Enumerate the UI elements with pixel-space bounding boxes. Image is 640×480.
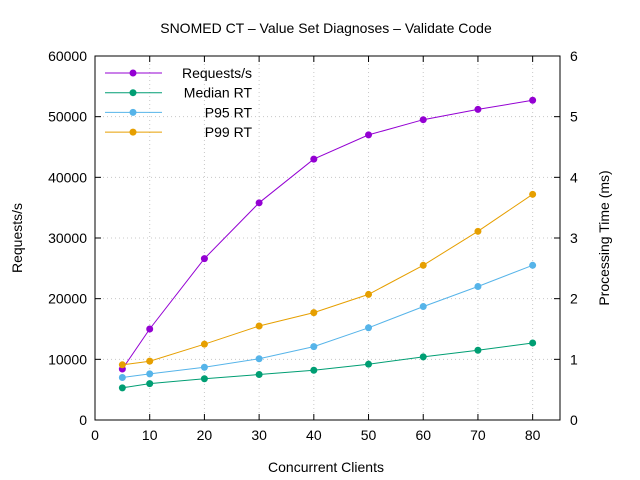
series-point-3 <box>310 309 318 317</box>
legend-label: Requests/s <box>182 65 252 81</box>
series-point-2 <box>529 261 537 269</box>
series-point-0 <box>365 131 373 139</box>
series-point-0 <box>474 105 482 113</box>
series-point-1 <box>474 346 482 354</box>
y2-tick-label: 0 <box>570 412 578 428</box>
axes: 0 10 20 30 40 50 60 70 8001000020000300004000050… <box>48 48 578 443</box>
series-point-3 <box>200 340 208 348</box>
series-line-0 <box>121 99 533 370</box>
legend-marker <box>129 128 137 136</box>
y2-tick-label: 4 <box>570 169 578 185</box>
series-line-1 <box>122 342 533 389</box>
series-point-3 <box>474 227 482 235</box>
y2-tick-label: 3 <box>570 230 578 246</box>
legend-label: P95 RT <box>205 104 253 120</box>
series-point-1 <box>365 360 373 368</box>
series-point-3 <box>529 190 537 198</box>
y-tick-label: 30000 <box>48 230 87 246</box>
legend: Requests/s Median RT P95 RT P99 RT <box>105 65 252 140</box>
y-tick-label: 60000 <box>48 48 87 64</box>
grid <box>95 56 560 420</box>
series-point-2 <box>200 363 208 371</box>
series-point-0 <box>255 199 263 207</box>
series-point-2 <box>146 370 154 378</box>
x-tick-label: 50 <box>361 427 377 443</box>
series-point-1 <box>529 339 537 347</box>
series-point-3 <box>365 290 373 298</box>
y2-axis-label: Processing Time (ms) <box>596 170 612 305</box>
legend-marker <box>129 89 137 97</box>
series-point-3 <box>118 361 126 369</box>
y-tick-label: 10000 <box>48 351 87 367</box>
series-point-1 <box>255 371 263 378</box>
y2-tick-label: 5 <box>570 109 578 125</box>
series-line-2 <box>122 264 533 378</box>
x-tick-label: 20 <box>197 427 213 443</box>
y-tick-label: 20000 <box>48 291 87 307</box>
series-point-1 <box>310 366 318 374</box>
legend-label: Median RT <box>184 85 253 101</box>
series-point-2 <box>474 283 482 291</box>
legend-label: P99 RT <box>205 124 253 140</box>
series-point-2 <box>118 374 126 382</box>
x-tick-label: 70 <box>470 427 486 443</box>
series-point-2 <box>419 303 427 311</box>
y-tick-label: 50000 <box>48 109 87 125</box>
series-layer <box>118 96 537 392</box>
series-point-1 <box>419 353 427 361</box>
y-tick-label: 40000 <box>48 169 87 185</box>
legend-marker <box>129 69 137 77</box>
series-point-2 <box>255 355 263 363</box>
x-axis-label: Concurrent Clients <box>268 459 384 475</box>
series-point-3 <box>419 261 427 269</box>
series-point-1 <box>146 380 154 388</box>
series-point-3 <box>146 357 154 365</box>
x-tick-label: 60 <box>415 427 431 443</box>
series-point-3 <box>255 322 263 330</box>
series-point-0 <box>419 116 427 124</box>
series-point-0 <box>146 325 154 333</box>
y-tick-label: 0 <box>79 412 87 428</box>
y2-tick-label: 1 <box>570 351 578 367</box>
series-point-0 <box>200 255 208 263</box>
x-tick-label: 0 <box>91 427 99 443</box>
series-point-2 <box>365 324 373 332</box>
y-axis-label: Requests/s <box>9 203 25 273</box>
y2-tick-label: 6 <box>570 48 578 64</box>
series-point-1 <box>118 384 126 392</box>
y2-tick-label: 2 <box>570 291 578 307</box>
series-line-3 <box>122 193 533 366</box>
x-tick-label: 40 <box>306 427 322 443</box>
legend-marker <box>129 108 137 116</box>
x-tick-label: 30 <box>251 427 267 443</box>
series-point-2 <box>310 343 318 351</box>
series-point-0 <box>310 155 318 163</box>
chart-title: SNOMED CT – Value Set Diagnoses – Valida… <box>160 20 492 36</box>
series-point-1 <box>200 375 208 383</box>
series-point-0 <box>529 96 537 104</box>
x-tick-label: 10 <box>142 427 158 443</box>
x-tick-label: 80 <box>525 427 541 443</box>
